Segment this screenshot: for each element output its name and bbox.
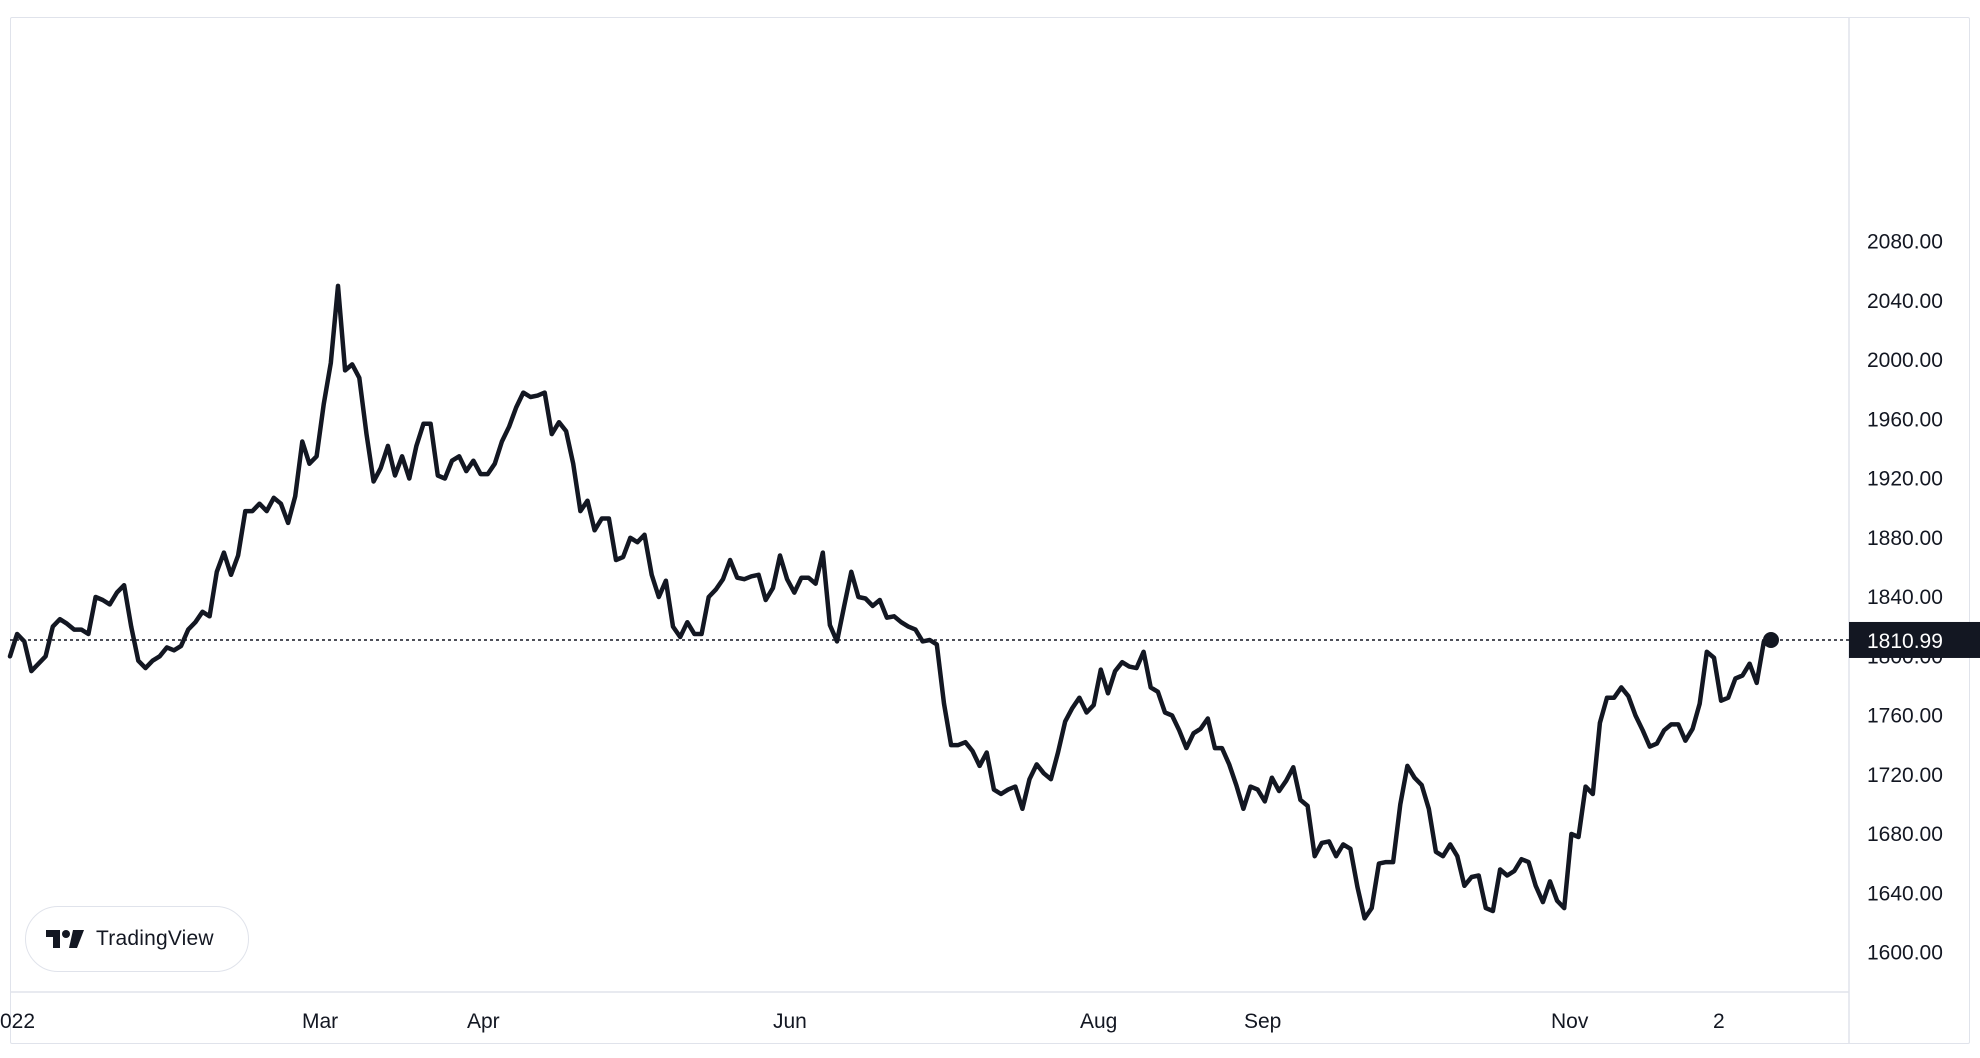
price-tick-label: 1960.00: [1867, 408, 1943, 431]
price-tick-label: 1760.00: [1867, 705, 1943, 728]
last-price-tag-bg: [1849, 621, 1980, 658]
price-tick-label: 1640.00: [1867, 882, 1943, 905]
time-tick-label: Jun: [773, 1010, 807, 1033]
price-tick-label: 1880.00: [1867, 527, 1943, 550]
time-tick-label: Apr: [467, 1010, 500, 1033]
time-axis: 022 Mar Apr Jun Aug Sep Nov 2: [0, 1010, 1725, 1033]
time-tick-label: 2: [1713, 1010, 1725, 1033]
price-tick-label: 1720.00: [1867, 764, 1943, 787]
time-tick-label: Mar: [302, 1010, 338, 1033]
price-tick-label: 2000.00: [1867, 349, 1943, 372]
last-price-marker: [1763, 631, 1779, 648]
chart-frame: [10, 17, 1970, 1044]
last-price-tag: 1810.99: [1849, 621, 1980, 658]
time-tick-label: Sep: [1244, 1010, 1281, 1033]
price-line: [7, 283, 1774, 921]
time-tick-label: Aug: [1080, 1010, 1117, 1033]
price-tick-label: 2040.00: [1867, 290, 1943, 313]
plot-area: [7, 283, 1849, 921]
price-tick-label: 1600.00: [1867, 942, 1943, 965]
last-price-tag-text: 1810.99: [1867, 630, 1943, 653]
price-tick-label: 1840.00: [1867, 586, 1943, 609]
time-tick-label: Nov: [1551, 1010, 1589, 1033]
time-tick-label: 022: [0, 1010, 35, 1033]
price-tick-label: 2080.00: [1867, 231, 1943, 254]
price-tick-label: 1680.00: [1867, 823, 1943, 846]
price-tick-label: 1920.00: [1867, 468, 1943, 491]
price-axis: 2080.00 2040.00 2000.00 1960.00 1920.00 1880.…: [1867, 231, 1943, 965]
tradingview-logo-badge[interactable]: TradingView: [25, 906, 249, 972]
tradingview-logo-icon: [46, 930, 84, 948]
tradingview-logo-text: TradingView: [96, 927, 214, 950]
